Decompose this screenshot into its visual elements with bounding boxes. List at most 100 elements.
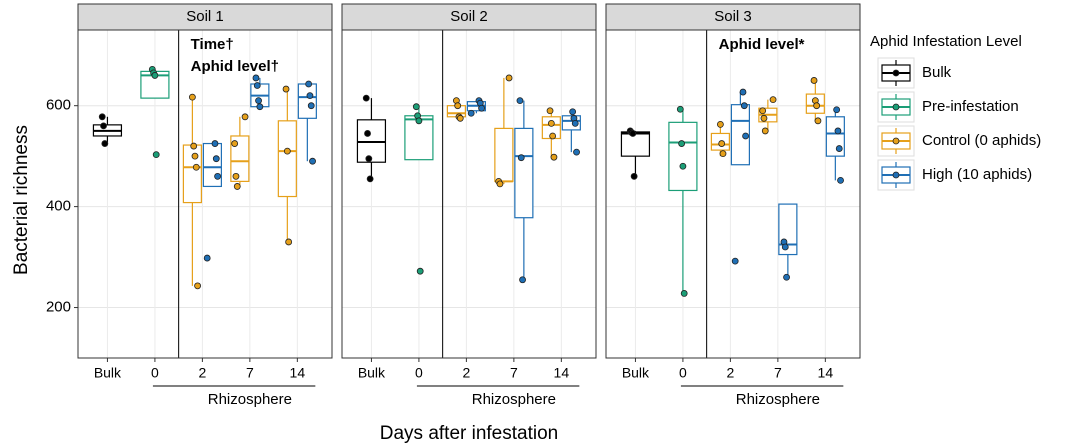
data-point <box>211 140 219 147</box>
data-point <box>203 254 211 262</box>
legend-point <box>892 69 900 77</box>
data-point <box>101 140 109 147</box>
y-tick-label: 400 <box>46 198 71 215</box>
data-point <box>412 103 420 111</box>
data-point <box>478 104 485 112</box>
box <box>668 121 698 192</box>
annotation: Time† <box>191 36 234 53</box>
data-point <box>569 108 577 116</box>
data-point <box>256 103 264 111</box>
group-label: Rhizosphere <box>208 391 292 408</box>
data-point <box>232 172 240 180</box>
box <box>514 127 534 219</box>
data-point <box>835 145 843 152</box>
data-point <box>192 163 200 171</box>
x-tick-label: 2 <box>462 365 470 381</box>
y-tick-label: 200 <box>46 299 71 316</box>
box <box>230 135 250 182</box>
data-point <box>283 147 291 155</box>
data-point <box>833 106 841 114</box>
panel-border <box>605 29 861 359</box>
data-point <box>760 114 768 122</box>
data-point <box>549 132 557 140</box>
box <box>356 119 387 163</box>
data-point <box>231 140 239 147</box>
x-tick-label: 14 <box>818 365 834 381</box>
data-point <box>519 276 526 284</box>
box <box>202 142 222 188</box>
data-point <box>255 97 262 105</box>
data-point <box>305 80 313 88</box>
panel-background <box>606 30 860 358</box>
data-point <box>573 148 580 156</box>
x-axis-label: Days after infestation <box>380 423 558 444</box>
data-point <box>100 122 107 130</box>
facet-strip <box>605 3 861 31</box>
data-point <box>454 102 462 110</box>
facet-strip <box>77 3 333 31</box>
data-point <box>547 119 555 127</box>
data-point <box>718 140 726 147</box>
x-tick-label: 7 <box>774 365 782 381</box>
data-point <box>761 127 769 135</box>
data-point <box>364 130 371 137</box>
data-point <box>810 77 818 84</box>
data-point <box>742 132 749 140</box>
data-point <box>98 113 106 121</box>
data-point <box>550 153 558 161</box>
box <box>730 104 750 166</box>
data-point <box>415 117 423 125</box>
data-point <box>309 157 316 165</box>
data-point <box>679 162 687 170</box>
legend-point <box>892 137 900 145</box>
data-point <box>467 109 475 117</box>
legend-label: Pre-infestation <box>922 98 1019 115</box>
legend-point <box>892 103 900 111</box>
data-point <box>781 243 789 251</box>
data-point <box>517 154 525 162</box>
y-tick-label: 600 <box>46 97 71 114</box>
box <box>297 83 317 119</box>
data-point <box>496 180 504 188</box>
group-label: Rhizosphere <box>736 391 820 408</box>
data-point <box>233 183 241 190</box>
x-tick-label: 7 <box>510 365 518 381</box>
data-point <box>285 238 293 246</box>
data-point <box>188 93 196 101</box>
data-point <box>740 102 748 110</box>
data-point <box>212 155 220 163</box>
box <box>277 120 297 198</box>
panel-border <box>77 29 333 359</box>
panel-border <box>341 29 597 359</box>
data-point <box>241 113 249 121</box>
data-point <box>456 114 464 122</box>
data-point <box>214 172 221 180</box>
data-point <box>837 176 844 184</box>
box <box>494 127 514 182</box>
x-tick-label: 2 <box>198 365 206 381</box>
data-point <box>834 127 842 135</box>
legend-label: Control (0 aphids) <box>922 132 1041 149</box>
legend-label: High (10 aphids) <box>922 166 1032 183</box>
legend-point <box>892 171 900 179</box>
data-point <box>769 96 777 104</box>
data-point <box>739 88 747 96</box>
box <box>182 144 202 204</box>
data-point <box>307 102 315 110</box>
data-point <box>365 155 373 163</box>
panel-background <box>342 30 596 358</box>
data-point <box>629 130 637 137</box>
group-label: Rhizosphere <box>472 391 556 408</box>
data-point <box>783 273 790 281</box>
data-point <box>571 119 579 127</box>
annotation: Aphid level† <box>191 58 279 75</box>
x-tick-label: 0 <box>679 365 687 381</box>
data-point <box>252 74 260 82</box>
data-point <box>366 175 374 183</box>
data-point <box>190 142 198 150</box>
data-point <box>680 290 688 297</box>
data-point <box>282 85 290 93</box>
data-point <box>253 82 261 89</box>
x-tick-label: Bulk <box>622 365 650 381</box>
data-point <box>678 140 686 147</box>
